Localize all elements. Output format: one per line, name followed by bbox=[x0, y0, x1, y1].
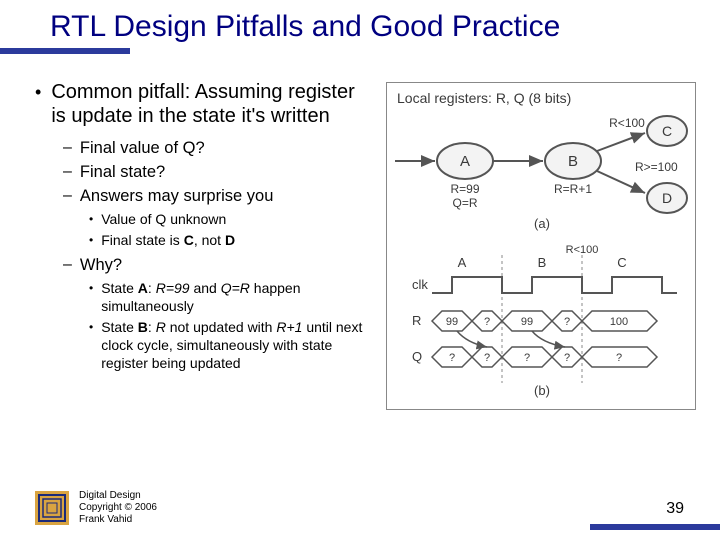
r-hex: 99 ? 99 ? 100 bbox=[432, 311, 657, 331]
q-label: Q bbox=[412, 349, 422, 364]
bullet-dot: • bbox=[35, 80, 41, 104]
bullet-content: • Common pitfall: Assuming register is u… bbox=[35, 80, 365, 375]
r-label: R bbox=[412, 313, 421, 328]
state-diagram: Local registers: R, Q (8 bits) A B R<100… bbox=[386, 82, 696, 410]
edge-bd: R>=100 bbox=[635, 160, 678, 174]
svg-text:?: ? bbox=[449, 352, 455, 364]
edge-bc: R<100 bbox=[609, 116, 645, 130]
svg-text:?: ? bbox=[524, 352, 530, 364]
bullet-dash: – bbox=[63, 162, 72, 182]
node-a: A bbox=[460, 153, 470, 170]
svg-text:99: 99 bbox=[521, 316, 533, 328]
a-action-2: Q=R bbox=[452, 196, 477, 210]
bullet-main: Common pitfall: Assuming register is upd… bbox=[51, 80, 365, 128]
node-d: D bbox=[662, 190, 672, 206]
bullet-sub3b: Final state is C, not D bbox=[101, 231, 235, 249]
node-c: C bbox=[662, 123, 672, 139]
state-machine-a: A B R<100 C R>=100 D R=99 Q=R R=R+1 (a) bbox=[395, 116, 687, 231]
svg-text:100: 100 bbox=[610, 316, 628, 328]
node-b: B bbox=[568, 153, 578, 170]
svg-text:?: ? bbox=[484, 316, 490, 328]
bullet-dash: – bbox=[63, 186, 72, 206]
bullet-sub3: Answers may surprise you bbox=[80, 186, 273, 206]
sub-a: (a) bbox=[534, 216, 550, 231]
bullet-sub4b: State B: R not updated with R+1 until ne… bbox=[101, 318, 365, 372]
svg-text:A: A bbox=[458, 255, 467, 270]
footer-l1: Digital Design bbox=[79, 490, 157, 502]
svg-text:?: ? bbox=[564, 316, 570, 328]
diagram-caption: Local registers: R, Q (8 bits) bbox=[397, 90, 571, 106]
svg-text:?: ? bbox=[484, 352, 490, 364]
svg-text:B: B bbox=[538, 255, 547, 270]
title-accent-bar bbox=[0, 48, 130, 54]
clk-label: clk bbox=[412, 277, 428, 292]
bullet-sub1: Final value of Q? bbox=[80, 138, 205, 158]
bullet-sub2: Final state? bbox=[80, 162, 165, 182]
bullet-dash: – bbox=[63, 138, 72, 158]
bullet-dot3: • bbox=[89, 231, 93, 249]
footer-l3: Frank Vahid bbox=[79, 514, 157, 526]
footer-l2: Copyright © 2006 bbox=[79, 502, 157, 514]
svg-text:?: ? bbox=[564, 352, 570, 364]
svg-text:?: ? bbox=[616, 352, 622, 364]
svg-text:99: 99 bbox=[446, 316, 458, 328]
bullet-dot3: • bbox=[89, 210, 93, 228]
timing-diagram: A B C R<100 clk R 99 ? 99 ? 100 bbox=[412, 244, 677, 398]
bullet-dot3: • bbox=[89, 318, 93, 336]
bullet-dot3: • bbox=[89, 279, 93, 297]
footer: Digital Design Copyright © 2006 Frank Va… bbox=[35, 490, 157, 526]
svg-text:C: C bbox=[617, 255, 626, 270]
a-action-1: R=99 bbox=[450, 182, 479, 196]
svg-text:R<100: R<100 bbox=[566, 244, 599, 256]
slide-title: RTL Design Pitfalls and Good Practice bbox=[50, 10, 560, 44]
bottom-accent-bar bbox=[590, 524, 720, 530]
bullet-dash: – bbox=[63, 255, 72, 275]
q-hex: ? ? ? ? ? bbox=[432, 347, 657, 367]
sub-b: (b) bbox=[534, 383, 550, 398]
bullet-sub4a: State A: R=99 and Q=R happen simultaneou… bbox=[101, 279, 365, 315]
bullet-sub3a: Value of Q unknown bbox=[101, 210, 226, 228]
b-action: R=R+1 bbox=[554, 182, 592, 196]
page-number: 39 bbox=[666, 500, 684, 518]
bullet-sub4: Why? bbox=[80, 255, 122, 275]
book-logo-icon bbox=[35, 491, 69, 525]
